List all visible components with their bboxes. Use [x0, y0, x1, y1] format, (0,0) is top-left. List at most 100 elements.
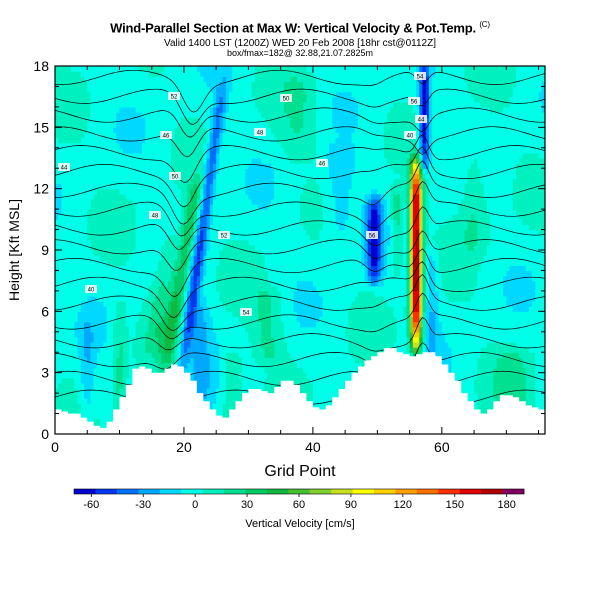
velocity-cell — [280, 285, 285, 292]
velocity-cell — [293, 336, 298, 343]
velocity-cell — [486, 372, 491, 379]
velocity-cell — [399, 326, 404, 333]
velocity-cell — [358, 306, 362, 312]
velocity-cell — [361, 306, 366, 312]
velocity-cell — [319, 377, 324, 384]
velocity-cell — [64, 275, 69, 282]
velocity-cell — [316, 275, 320, 282]
velocity-cell — [138, 280, 143, 287]
velocity-cell — [103, 377, 108, 384]
velocity-cell — [509, 290, 514, 297]
velocity-cell — [177, 270, 182, 277]
velocity-cell — [164, 275, 169, 282]
velocity-cell — [474, 290, 478, 297]
velocity-cell — [109, 408, 114, 415]
velocity-cell — [241, 377, 246, 384]
velocity-cell — [486, 388, 491, 394]
velocity-cell — [216, 311, 220, 318]
velocity-cell — [341, 342, 346, 348]
velocity-cell — [84, 352, 88, 358]
velocity-cell — [335, 372, 340, 379]
velocity-cell — [393, 321, 398, 328]
velocity-cell — [312, 275, 317, 282]
velocity-cell — [348, 296, 353, 302]
velocity-cell — [522, 377, 527, 384]
velocity-cell — [503, 316, 507, 323]
velocity-cell — [58, 331, 63, 338]
velocity-cell — [241, 285, 246, 292]
velocity-cell — [358, 296, 362, 302]
velocity-cell — [164, 357, 169, 364]
velocity-cell — [354, 362, 359, 369]
velocity-cell — [225, 296, 230, 302]
velocity-cell — [441, 285, 446, 292]
velocity-cell — [383, 265, 388, 272]
velocity-cell — [332, 321, 337, 328]
velocity-cell — [293, 285, 298, 292]
velocity-cell — [380, 321, 385, 328]
velocity-cell — [367, 357, 372, 364]
velocity-cell — [122, 316, 127, 323]
velocity-cell — [454, 347, 459, 353]
velocity-cell — [174, 321, 179, 328]
velocity-cell — [125, 367, 130, 374]
velocity-cell — [203, 275, 208, 282]
velocity-cell — [461, 321, 465, 328]
velocity-cell — [87, 352, 92, 358]
velocity-cell — [377, 311, 382, 318]
velocity-cell — [125, 316, 130, 323]
velocity-cell — [454, 316, 459, 323]
velocity-cell — [332, 367, 337, 374]
velocity-cell — [335, 275, 340, 282]
velocity-cell — [370, 342, 375, 348]
velocity-cell — [129, 367, 133, 374]
velocity-cell — [71, 393, 75, 399]
velocity-cell — [390, 336, 395, 343]
velocity-cell — [135, 316, 140, 323]
velocity-cell — [174, 352, 179, 358]
velocity-cell — [84, 382, 88, 389]
velocity-cell — [193, 270, 198, 277]
velocity-cell — [403, 296, 407, 302]
velocity-cell — [496, 270, 501, 277]
velocity-cell — [154, 362, 159, 369]
velocity-cell — [193, 326, 198, 333]
velocity-cell — [399, 331, 404, 338]
velocity-cell — [316, 362, 320, 369]
velocity-cell — [67, 321, 72, 328]
velocity-cell — [87, 270, 92, 277]
velocity-cell — [219, 382, 224, 389]
velocity-cell — [187, 326, 191, 333]
velocity-cell — [515, 296, 520, 302]
velocity-cell — [283, 326, 288, 333]
velocity-cell — [61, 326, 66, 333]
velocity-cell — [161, 357, 166, 364]
velocity-cell — [212, 280, 217, 287]
velocity-cell — [158, 326, 162, 333]
velocity-cell — [235, 326, 240, 333]
velocity-cell — [245, 352, 250, 358]
velocity-cell — [461, 367, 465, 374]
velocity-cell — [64, 331, 69, 338]
velocity-cell — [348, 336, 353, 343]
velocity-cell — [113, 336, 117, 343]
velocity-cell — [167, 265, 172, 272]
velocity-cell — [254, 342, 259, 348]
velocity-cell — [306, 352, 311, 358]
velocity-cell — [116, 290, 121, 297]
velocity-cell — [274, 342, 279, 348]
velocity-cell — [71, 280, 75, 287]
velocity-cell — [290, 342, 295, 348]
velocity-cell — [261, 270, 266, 277]
velocity-cell — [528, 362, 533, 369]
velocity-cell — [148, 357, 153, 364]
velocity-cell — [351, 290, 356, 297]
velocity-cell — [316, 296, 320, 302]
velocity-cell — [158, 290, 162, 297]
velocity-cell — [219, 280, 224, 287]
velocity-cell — [261, 382, 266, 389]
velocity-cell — [158, 306, 162, 312]
velocity-cell — [219, 357, 224, 364]
velocity-cell — [454, 270, 459, 277]
velocity-cell — [245, 270, 250, 277]
